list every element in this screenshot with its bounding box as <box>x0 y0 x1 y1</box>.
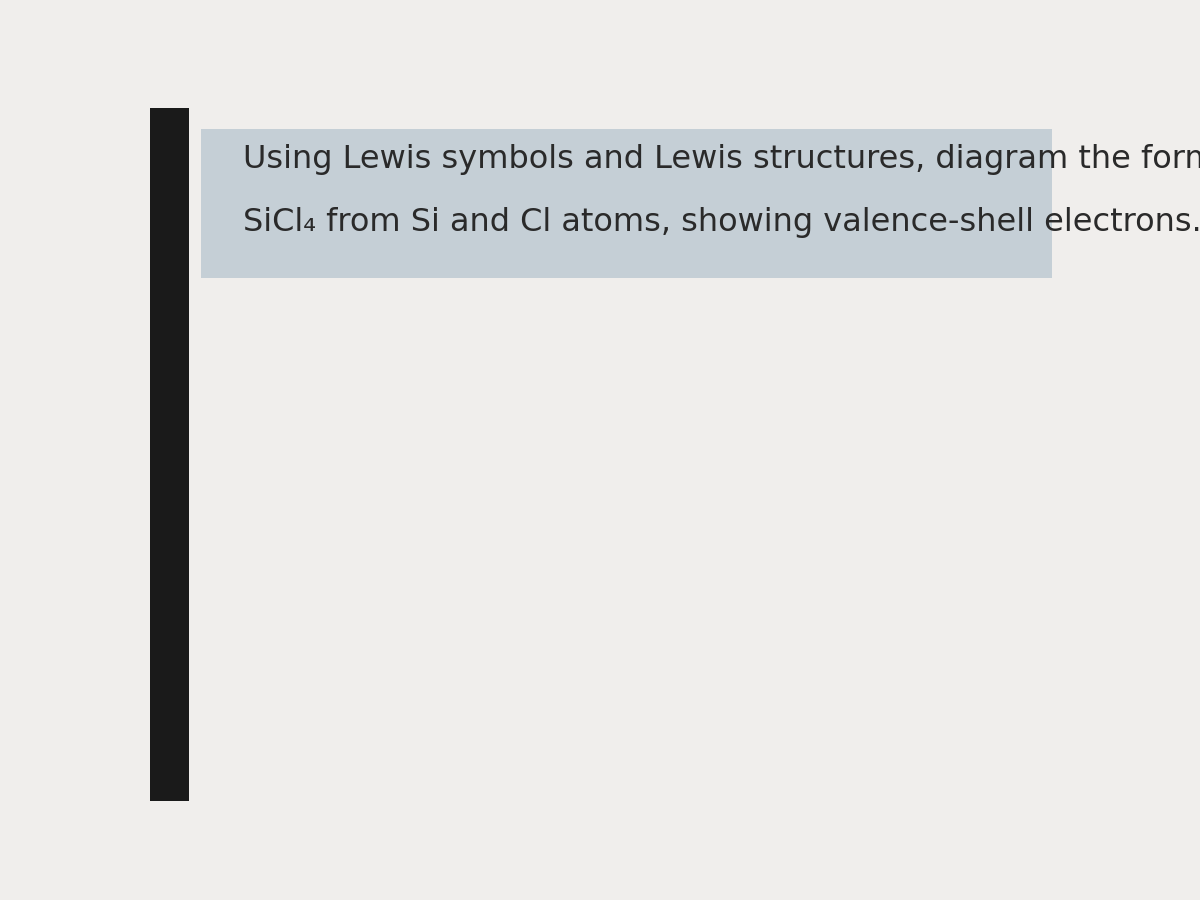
Text: Using Lewis symbols and Lewis structures, diagram the formation of: Using Lewis symbols and Lewis structures… <box>242 145 1200 176</box>
Bar <box>202 129 1052 278</box>
Text: SiCl₄ from Si and Cl atoms, showing valence-shell electrons.: SiCl₄ from Si and Cl atoms, showing vale… <box>242 207 1200 238</box>
Bar <box>150 108 190 801</box>
